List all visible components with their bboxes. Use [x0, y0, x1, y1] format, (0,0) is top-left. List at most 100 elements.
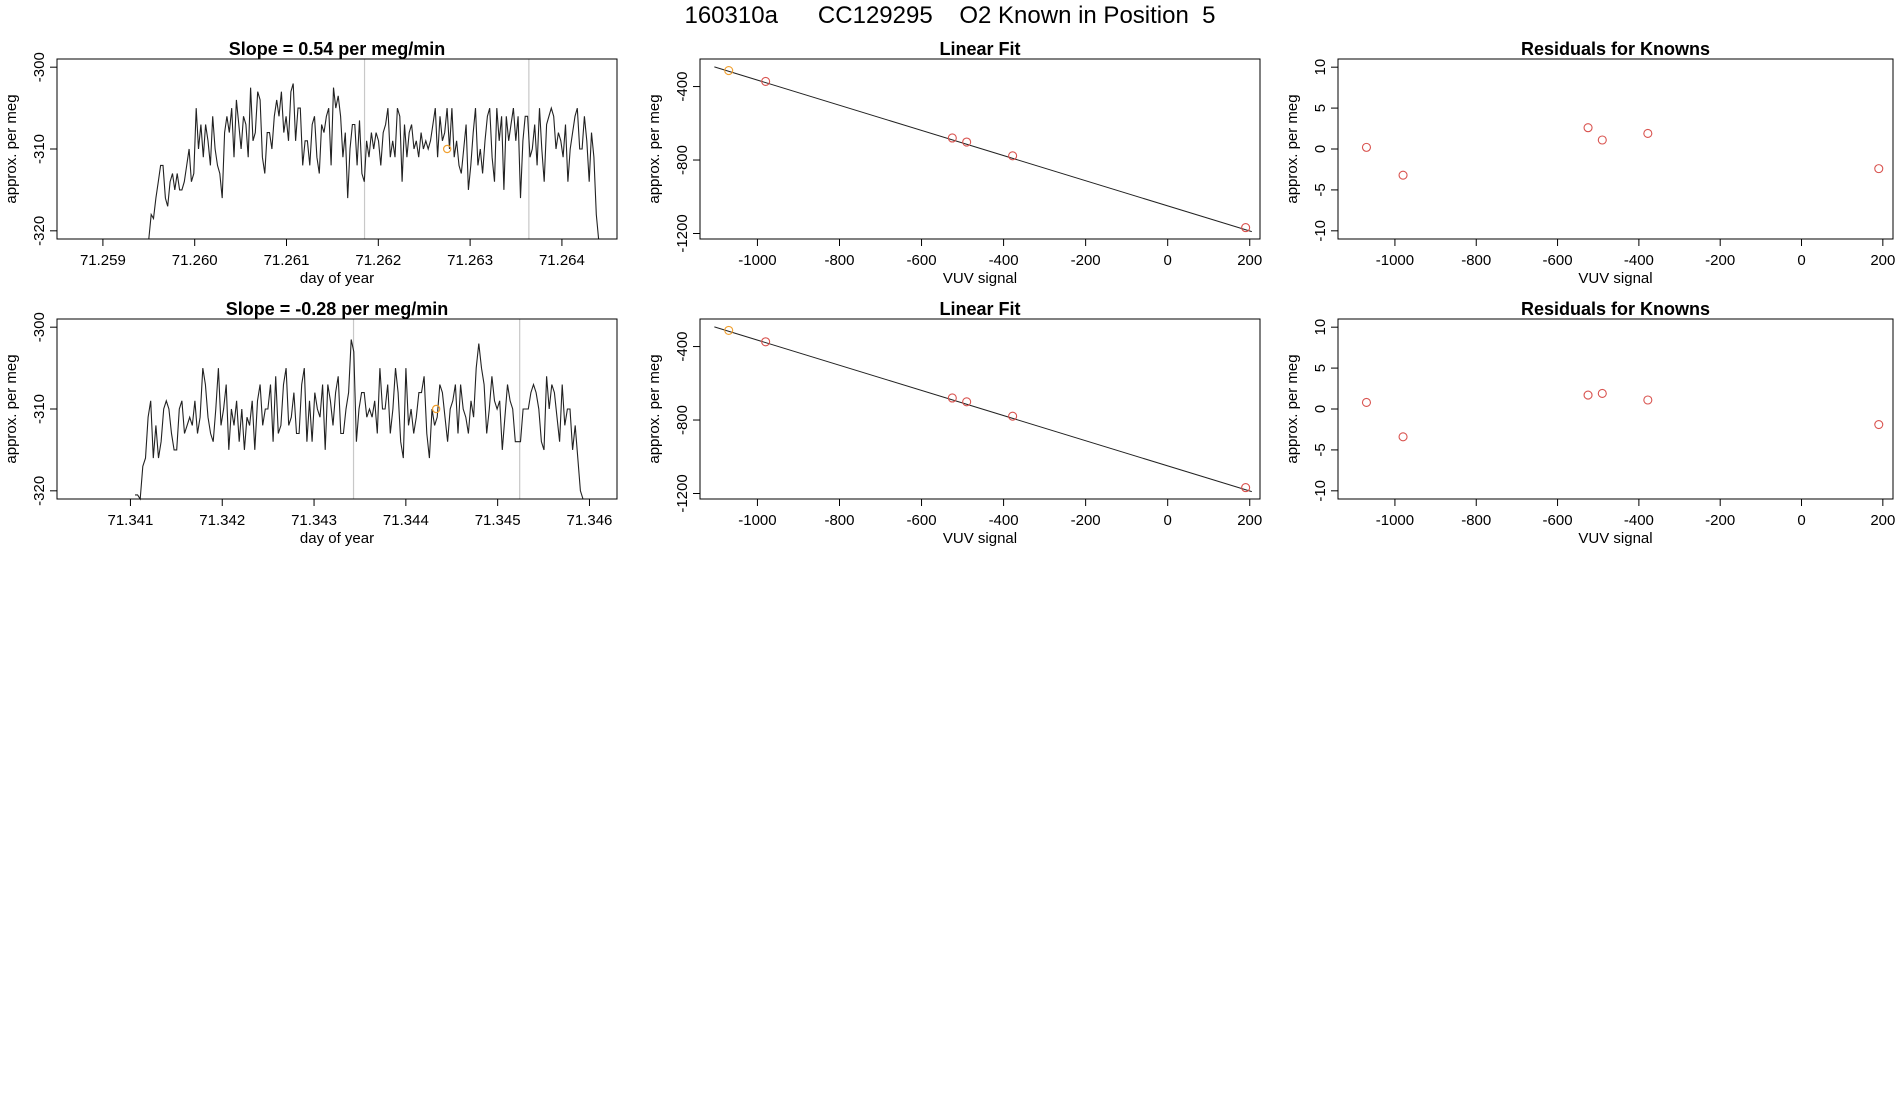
fit-line	[714, 66, 1252, 233]
x-axis-label: day of year	[300, 270, 374, 287]
x-tick-label: 200	[1237, 252, 1262, 269]
y-tick-label: -5	[1312, 443, 1329, 456]
y-tick-label: -400	[674, 332, 691, 362]
x-tick-label: 71.345	[475, 512, 521, 529]
x-tick-label: 200	[1237, 512, 1262, 529]
data-point	[1241, 223, 1251, 233]
data-point	[1241, 483, 1251, 493]
fit-line	[714, 326, 1252, 493]
data-point	[1583, 390, 1593, 400]
x-tick-label: 200	[1870, 512, 1895, 529]
data-point	[1643, 395, 1653, 405]
y-tick-label: -320	[31, 216, 48, 246]
y-tick-label: -5	[1312, 183, 1329, 196]
x-tick-label: 71.343	[291, 512, 337, 529]
data-point	[761, 337, 771, 347]
x-tick-label: 71.263	[447, 252, 493, 269]
x-tick-label: -200	[1071, 252, 1101, 269]
x-tick-label: -400	[1624, 252, 1654, 269]
y-tick-label: -300	[31, 312, 48, 342]
y-axis-label: approx. per meg	[646, 354, 663, 463]
data-point	[1008, 151, 1018, 161]
series-line	[148, 83, 600, 240]
data-point	[761, 76, 771, 86]
data-point	[1583, 123, 1593, 133]
series-line	[135, 339, 584, 501]
plot-frame	[699, 318, 1261, 500]
y-tick-label: 10	[1312, 59, 1329, 76]
data-point	[1361, 397, 1372, 408]
y-tick-label: 0	[1312, 405, 1329, 413]
x-tick-label: 71.342	[199, 512, 245, 529]
data-point	[724, 325, 734, 335]
chart-title: Residuals for Knowns	[1521, 39, 1710, 59]
y-tick-label: -1200	[674, 214, 691, 252]
y-tick-label: -10	[1312, 480, 1329, 502]
data-point	[1398, 432, 1408, 442]
x-tick-label: -1000	[738, 252, 776, 269]
y-tick-label: -800	[674, 405, 691, 435]
y-tick-label: 5	[1312, 104, 1329, 112]
chart-fit2: Linear Fit -1000 -800 -600 -400 -200 0 200 -400 -…	[646, 299, 1262, 547]
data-point	[1597, 388, 1607, 399]
y-axis-label: approx. per meg	[3, 94, 20, 203]
x-tick-label: -800	[1461, 252, 1491, 269]
x-tick-label: 71.264	[539, 252, 585, 269]
x-tick-label: -800	[824, 512, 854, 529]
x-tick-label: 0	[1797, 512, 1805, 529]
y-tick-label: -800	[674, 145, 691, 175]
x-tick-label: -1000	[1376, 252, 1414, 269]
x-tick-label: -600	[907, 512, 937, 529]
x-tick-label: -800	[1461, 512, 1491, 529]
x-axis-label: VUV signal	[1578, 270, 1652, 287]
x-tick-label: 71.341	[107, 512, 153, 529]
data-point	[962, 397, 972, 407]
chart-title: Slope = 0.54 per meg/min	[229, 39, 446, 59]
x-tick-label: 71.259	[80, 252, 126, 269]
x-tick-label: -1000	[738, 512, 776, 529]
y-tick-label: 0	[1312, 145, 1329, 153]
x-tick-label: -600	[1543, 512, 1573, 529]
x-tick-label: 0	[1164, 252, 1172, 269]
mean-marker	[442, 144, 452, 154]
x-tick-label: 71.344	[383, 512, 429, 529]
y-tick-label: -310	[31, 394, 48, 424]
data-point	[1874, 419, 1884, 430]
page-title: 160310a CC129295 O2 Known in Position 5	[684, 2, 1216, 29]
chart-res1: Residuals for Knowns-1000 -800 -600 -400 -20…	[1284, 39, 1895, 287]
plot-frame	[699, 58, 1261, 240]
mean-marker	[431, 404, 441, 414]
y-tick-label: -10	[1312, 220, 1329, 242]
x-tick-label: -600	[907, 252, 937, 269]
x-tick-label: -400	[989, 512, 1019, 529]
plot-frame	[56, 58, 618, 240]
x-tick-label: 71.262	[355, 252, 401, 269]
y-axis-label: approx. per meg	[646, 94, 663, 203]
data-point	[947, 393, 957, 403]
x-tick-label: -1000	[1376, 512, 1414, 529]
y-tick-label: -400	[674, 72, 691, 102]
x-axis-label: VUV signal	[943, 270, 1017, 287]
data-point	[1874, 164, 1884, 174]
y-axis-label: approx. per meg	[1284, 354, 1301, 463]
chart-title: Residuals for Knowns	[1521, 299, 1710, 319]
plot-frame	[1337, 318, 1894, 500]
y-axis-label: approx. per meg	[1284, 94, 1301, 203]
x-tick-label: -400	[989, 252, 1019, 269]
x-axis-label: VUV signal	[1578, 530, 1652, 547]
x-tick-label: -600	[1543, 252, 1573, 269]
y-tick-label: -300	[31, 52, 48, 82]
data-point	[724, 66, 734, 76]
plot-frame	[1337, 58, 1894, 240]
y-tick-label: 5	[1312, 364, 1329, 372]
plot-frame	[56, 318, 618, 500]
x-tick-label: -800	[824, 252, 854, 269]
y-axis-label: approx. per meg	[3, 354, 20, 463]
chart-title: Linear Fit	[939, 39, 1020, 59]
chart-ts2: Slope = -0.28 per meg/min 71.341 71.342 71.…	[3, 299, 618, 547]
chart-res2: Residuals for Knowns-1000 -800 -600 -400 -20…	[1284, 299, 1895, 547]
chart-title: Slope = -0.28 per meg/min	[226, 299, 449, 319]
chart-ts1: Slope = 0.54 per meg/min 71.259 71.260 71.2…	[3, 39, 618, 287]
x-tick-label: -200	[1705, 512, 1735, 529]
